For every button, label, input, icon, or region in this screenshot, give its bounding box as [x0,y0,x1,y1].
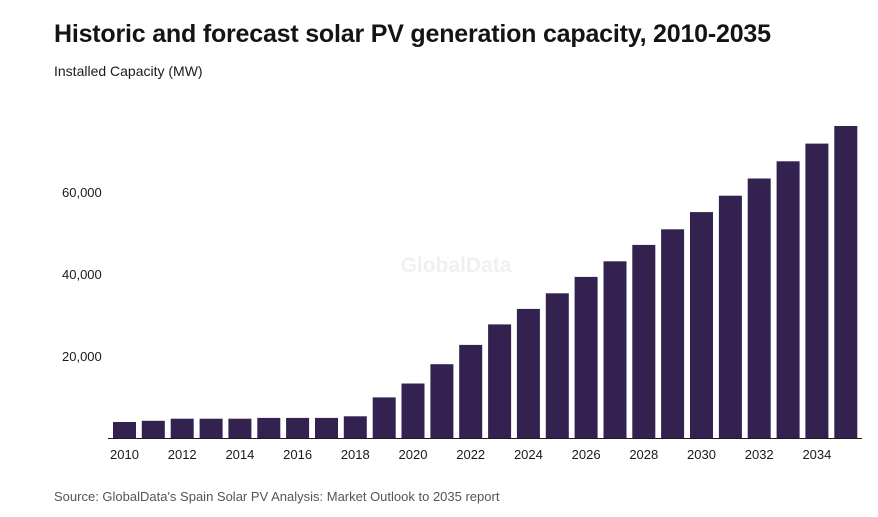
y-tick-label: 60,000 [62,185,102,200]
x-tick-label: 2020 [399,447,428,462]
bar-2028 [632,244,656,438]
bar-2030 [690,212,713,438]
bar-2022 [459,344,483,438]
bar-2027 [603,261,627,438]
bar-2017 [315,417,338,438]
bar-2021 [430,364,454,438]
x-tick-label: 2012 [168,447,197,462]
bar-2010 [113,422,136,438]
y-axis-label: Installed Capacity (MW) [54,63,203,79]
x-tick-label: 2026 [572,447,601,462]
x-tick-label: 2022 [456,447,485,462]
bar-2016 [286,417,310,438]
bar-2029 [661,229,685,438]
chart-title: Historic and forecast solar PV generatio… [54,20,771,48]
bar-2020 [401,383,425,438]
x-tick-label: 2018 [341,447,370,462]
bar-2032 [747,178,771,438]
x-tick-labels: 2010 2012 2014 2016 2018 2020 2022 2024 2026 2028… [110,447,831,462]
bar-2018 [343,416,367,438]
watermark: GlobalData [401,254,512,277]
x-tick-label: 2010 [110,447,139,462]
bar-2033 [776,161,800,439]
x-tick-label: 2016 [283,447,312,462]
x-tick-label: 2032 [745,447,774,462]
bar-2024 [516,308,540,438]
bar-2014 [228,418,252,438]
bar-2023 [488,324,512,438]
bar-2034 [805,143,829,438]
bar-2035 [834,126,858,438]
bar-2012 [170,418,194,438]
bar-2025 [545,293,569,438]
bar-2011 [141,420,165,438]
y-tick-label: 20,000 [62,349,102,364]
y-tick-labels: 20,000 40,000 60,000 [62,185,102,364]
bars-group [113,126,858,439]
x-tick-label: 2034 [802,447,831,462]
x-tick-label: 2028 [629,447,658,462]
x-tick-label: 2014 [225,447,254,462]
bar-2019 [372,397,396,438]
x-tick-label: 2024 [514,447,543,462]
y-tick-label: 40,000 [62,267,102,282]
bar-2015 [257,417,281,438]
x-tick-label: 2030 [687,447,716,462]
bar-2013 [199,418,223,438]
source-note: Source: GlobalData's Spain Solar PV Anal… [54,489,500,504]
bar-2031 [718,195,742,438]
bar-2026 [574,276,598,438]
